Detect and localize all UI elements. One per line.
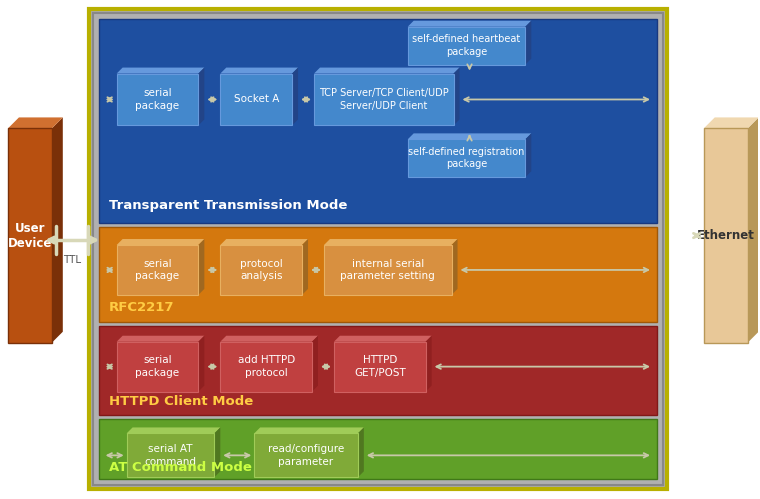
Polygon shape	[292, 67, 298, 125]
FancyBboxPatch shape	[89, 9, 667, 489]
Text: TTL: TTL	[63, 255, 81, 265]
FancyBboxPatch shape	[334, 342, 426, 392]
FancyBboxPatch shape	[93, 13, 663, 485]
FancyBboxPatch shape	[220, 342, 312, 392]
Polygon shape	[198, 67, 204, 125]
FancyBboxPatch shape	[99, 19, 657, 223]
Text: read/configure
parameter: read/configure parameter	[268, 444, 344, 467]
FancyBboxPatch shape	[704, 128, 748, 343]
Text: self-defined heartbeat
package: self-defined heartbeat package	[413, 34, 521, 57]
Polygon shape	[220, 67, 298, 73]
Text: internal serial
parameter setting: internal serial parameter setting	[340, 259, 435, 281]
FancyBboxPatch shape	[324, 245, 451, 295]
FancyBboxPatch shape	[127, 434, 214, 477]
FancyBboxPatch shape	[99, 326, 657, 416]
Text: Transparent Transmission Mode: Transparent Transmission Mode	[109, 199, 347, 212]
FancyBboxPatch shape	[407, 139, 525, 177]
FancyBboxPatch shape	[220, 245, 302, 295]
Polygon shape	[525, 21, 531, 64]
FancyBboxPatch shape	[220, 73, 292, 125]
Polygon shape	[451, 239, 458, 295]
FancyBboxPatch shape	[99, 227, 657, 322]
Polygon shape	[116, 336, 204, 342]
Polygon shape	[127, 428, 220, 434]
Polygon shape	[407, 133, 531, 139]
Polygon shape	[334, 336, 432, 342]
Text: HTTPD
GET/POST: HTTPD GET/POST	[354, 355, 406, 378]
Polygon shape	[358, 428, 364, 477]
Polygon shape	[312, 336, 318, 392]
FancyBboxPatch shape	[116, 73, 198, 125]
Polygon shape	[198, 336, 204, 392]
Polygon shape	[214, 428, 220, 477]
Polygon shape	[198, 239, 204, 295]
Polygon shape	[220, 336, 318, 342]
Polygon shape	[748, 117, 758, 343]
Text: protocol
analysis: protocol analysis	[240, 259, 283, 281]
Text: Ethernet: Ethernet	[697, 229, 755, 242]
Text: serial AT
command: serial AT command	[144, 444, 197, 467]
Polygon shape	[116, 67, 204, 73]
Text: AT Command Mode: AT Command Mode	[109, 461, 252, 474]
Polygon shape	[116, 239, 204, 245]
Text: serial
package: serial package	[135, 88, 179, 111]
Text: add HTTPD
protocol: add HTTPD protocol	[238, 355, 295, 378]
FancyBboxPatch shape	[314, 73, 454, 125]
Polygon shape	[704, 117, 758, 128]
Text: HTTPD Client Mode: HTTPD Client Mode	[109, 395, 253, 408]
Polygon shape	[8, 117, 63, 128]
Polygon shape	[426, 336, 432, 392]
Text: serial
package: serial package	[135, 355, 179, 378]
FancyBboxPatch shape	[254, 434, 358, 477]
Polygon shape	[302, 239, 308, 295]
Text: self-defined registration
package: self-defined registration package	[408, 147, 524, 170]
Text: RFC2217: RFC2217	[109, 301, 174, 314]
Text: TCP Server/TCP Client/UDP
Server/UDP Client: TCP Server/TCP Client/UDP Server/UDP Cli…	[319, 88, 448, 111]
FancyBboxPatch shape	[407, 27, 525, 64]
Polygon shape	[254, 428, 364, 434]
Polygon shape	[407, 21, 531, 27]
Text: Socket A: Socket A	[233, 94, 279, 104]
Polygon shape	[454, 67, 460, 125]
Text: User
Device: User Device	[8, 222, 52, 250]
FancyBboxPatch shape	[116, 342, 198, 392]
Polygon shape	[220, 239, 308, 245]
Polygon shape	[52, 117, 63, 343]
FancyBboxPatch shape	[116, 245, 198, 295]
Text: serial
package: serial package	[135, 259, 179, 281]
Polygon shape	[324, 239, 458, 245]
Polygon shape	[314, 67, 460, 73]
Polygon shape	[525, 133, 531, 177]
FancyBboxPatch shape	[8, 128, 52, 343]
FancyBboxPatch shape	[99, 420, 657, 479]
